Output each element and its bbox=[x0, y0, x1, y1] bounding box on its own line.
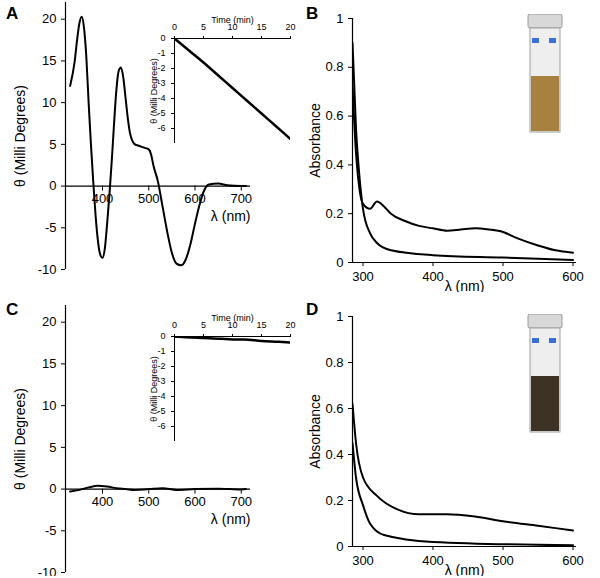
svg-text:20: 20 bbox=[42, 11, 56, 26]
svg-text:10: 10 bbox=[227, 319, 238, 330]
svg-text:5: 5 bbox=[201, 22, 206, 32]
svg-text:0.2: 0.2 bbox=[325, 206, 343, 221]
svg-text:0: 0 bbox=[336, 539, 343, 554]
svg-text:0: 0 bbox=[336, 255, 343, 270]
svg-text:θ (Milli Degrees): θ (Milli Degrees) bbox=[12, 388, 28, 490]
svg-text:20: 20 bbox=[285, 320, 295, 330]
svg-text:0.6: 0.6 bbox=[325, 108, 343, 123]
svg-text:λ (nm): λ (nm) bbox=[211, 511, 251, 527]
svg-text:θ (Milli Degrees): θ (Milli Degrees) bbox=[149, 58, 159, 124]
svg-text:700: 700 bbox=[230, 494, 252, 509]
html-text:D: D bbox=[306, 300, 319, 319]
svg-text:-2: -2 bbox=[157, 63, 166, 74]
svg-text:λ (nm): λ (nm) bbox=[211, 208, 251, 224]
svg-text:20: 20 bbox=[285, 22, 295, 32]
svg-text:-6: -6 bbox=[157, 123, 165, 133]
svg-text:600: 600 bbox=[562, 553, 584, 568]
svg-text:-6: -6 bbox=[157, 421, 165, 431]
svg-text:-4: -4 bbox=[157, 93, 166, 104]
svg-text:500: 500 bbox=[492, 553, 514, 568]
svg-text:20: 20 bbox=[42, 314, 56, 329]
svg-text:10: 10 bbox=[42, 95, 56, 110]
svg-text:0: 0 bbox=[49, 481, 56, 496]
svg-text:0.6: 0.6 bbox=[325, 401, 343, 416]
svg-text:1: 1 bbox=[336, 11, 343, 26]
svg-text:600: 600 bbox=[184, 494, 206, 509]
svg-text:-10: -10 bbox=[38, 262, 57, 277]
svg-text:Time (min): Time (min) bbox=[211, 313, 254, 323]
svg-text:θ (Milli Degrees): θ (Milli Degrees) bbox=[149, 356, 159, 422]
svg-text:θ (Milli Degrees): θ (Milli Degrees) bbox=[12, 85, 28, 187]
svg-text:500: 500 bbox=[138, 494, 160, 509]
svg-text:-5: -5 bbox=[45, 220, 57, 235]
svg-text:-1: -1 bbox=[157, 346, 165, 356]
svg-text:1: 1 bbox=[336, 309, 343, 324]
svg-text:600: 600 bbox=[562, 269, 584, 284]
svg-text:0: 0 bbox=[160, 331, 165, 341]
svg-text:Time (min): Time (min) bbox=[211, 15, 254, 25]
svg-text:0.4: 0.4 bbox=[325, 447, 343, 462]
svg-text:400: 400 bbox=[92, 494, 114, 509]
svg-text:500: 500 bbox=[138, 191, 160, 206]
svg-text:400: 400 bbox=[422, 553, 444, 568]
svg-text:Absorbance: Absorbance bbox=[307, 103, 323, 178]
svg-text:10: 10 bbox=[227, 21, 238, 32]
svg-text:5: 5 bbox=[49, 137, 56, 152]
svg-text:-3: -3 bbox=[157, 78, 166, 89]
svg-text:15: 15 bbox=[42, 53, 56, 68]
svg-text:400: 400 bbox=[422, 269, 444, 284]
html-text:C: C bbox=[6, 300, 19, 319]
svg-text:-5: -5 bbox=[157, 108, 166, 119]
svg-text:-1: -1 bbox=[157, 48, 165, 58]
svg-text:-10: -10 bbox=[38, 565, 57, 576]
html-text:A: A bbox=[6, 4, 19, 23]
svg-text:0.2: 0.2 bbox=[325, 493, 343, 508]
svg-text:5: 5 bbox=[201, 320, 206, 330]
svg-text:15: 15 bbox=[256, 320, 266, 330]
svg-text:10: 10 bbox=[42, 398, 56, 413]
svg-text:0: 0 bbox=[160, 33, 165, 43]
svg-text:0.8: 0.8 bbox=[325, 355, 343, 370]
svg-text:300: 300 bbox=[352, 553, 374, 568]
svg-text:5: 5 bbox=[49, 440, 56, 455]
svg-text:-2: -2 bbox=[157, 361, 166, 372]
svg-text:-3: -3 bbox=[157, 376, 166, 387]
svg-text:500: 500 bbox=[492, 269, 514, 284]
svg-text:λ (nm): λ (nm) bbox=[445, 562, 485, 577]
svg-text:λ (nm): λ (nm) bbox=[445, 278, 485, 293]
svg-text:0: 0 bbox=[49, 178, 56, 193]
svg-text:0: 0 bbox=[172, 320, 177, 330]
svg-text:600: 600 bbox=[184, 191, 206, 207]
svg-text:-5: -5 bbox=[45, 523, 57, 538]
svg-text:15: 15 bbox=[256, 22, 266, 32]
svg-text:0: 0 bbox=[172, 22, 177, 32]
svg-text:Absorbance: Absorbance bbox=[307, 394, 323, 469]
svg-text:15: 15 bbox=[42, 356, 56, 371]
svg-text:-5: -5 bbox=[157, 406, 166, 417]
svg-text:700: 700 bbox=[230, 191, 252, 206]
svg-text:300: 300 bbox=[352, 269, 374, 284]
svg-text:-4: -4 bbox=[157, 391, 166, 402]
svg-text:0.4: 0.4 bbox=[325, 157, 343, 172]
html-text:B: B bbox=[306, 4, 319, 23]
svg-text:0.8: 0.8 bbox=[325, 59, 343, 74]
